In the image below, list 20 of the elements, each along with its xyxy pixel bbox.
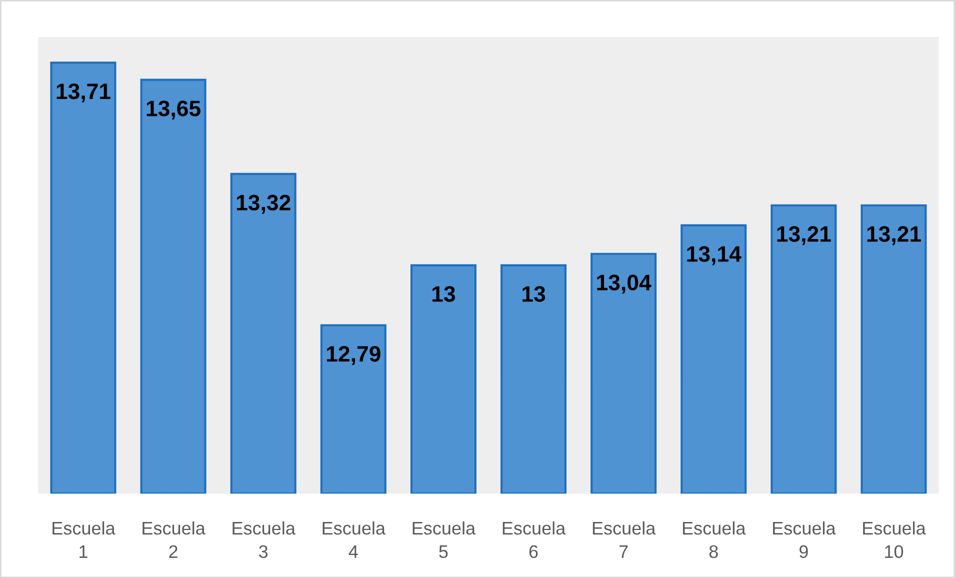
- data-label: 13,65: [146, 100, 200, 120]
- x-tick-label: Escuela 3: [232, 521, 296, 558]
- data-label: 13,21: [867, 226, 921, 246]
- data-label: 13,04: [597, 274, 652, 294]
- data-label: 13,32: [236, 194, 290, 214]
- data-label: 13: [522, 286, 546, 302]
- x-tick-label: Escuela 5: [412, 521, 476, 558]
- data-label: 13,71: [56, 83, 110, 102]
- x-tick-label: Escuela 10: [863, 521, 926, 558]
- x-tick-label: Escuela 1: [52, 521, 116, 558]
- x-tick-label: Escuela 8: [682, 521, 746, 558]
- x-tick-label: Escuela 6: [502, 521, 566, 558]
- data-label: 13,14: [687, 246, 742, 266]
- data-label: 12,79: [326, 346, 380, 365]
- x-tick-label: Escuela 7: [592, 521, 656, 558]
- x-tick-label: Escuela 2: [142, 521, 206, 558]
- x-tick-label: Escuela 4: [322, 521, 386, 558]
- data-label: 13,21: [777, 226, 831, 246]
- data-label: 13: [432, 286, 456, 302]
- x-tick-label: Escuela 9: [773, 521, 836, 558]
